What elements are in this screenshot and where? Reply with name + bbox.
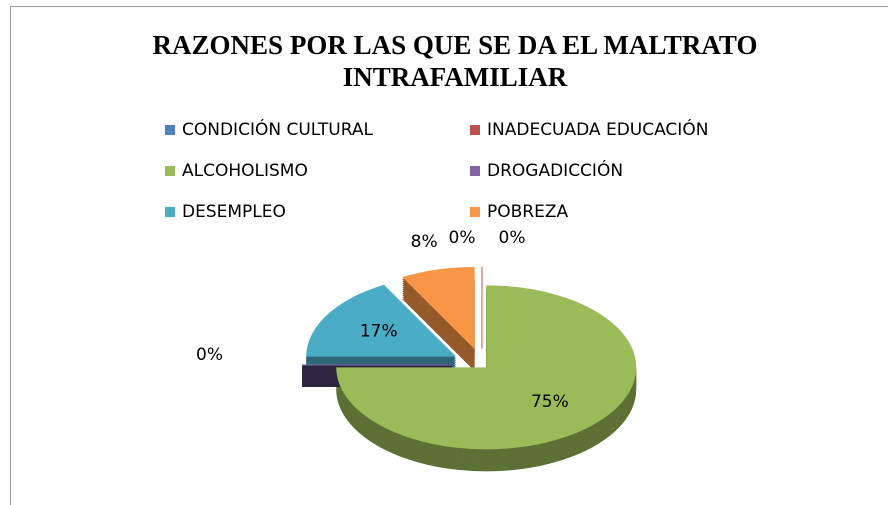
legend-swatch xyxy=(470,207,480,217)
data-label: 0% xyxy=(449,228,476,248)
chart-title: RAZONES POR LAS QUE SE DA EL MALTRATO INT… xyxy=(153,30,758,92)
slice xyxy=(336,285,637,450)
legend-label: INADECUADA EDUCACIÓN xyxy=(487,118,708,140)
legend-swatch xyxy=(470,125,480,135)
data-label: 17% xyxy=(360,322,398,342)
legend-label: DROGADICCIÓN xyxy=(487,159,623,181)
slice xyxy=(306,284,457,357)
legend-swatch xyxy=(165,125,175,135)
pie xyxy=(302,266,637,472)
legend-label: DESEMPLEO xyxy=(182,202,286,222)
legend-swatch xyxy=(165,166,175,176)
data-label: 8% xyxy=(411,232,438,252)
data-label: 0% xyxy=(499,228,526,248)
legend-label: ALCOHOLISMO xyxy=(182,161,308,181)
legend-swatch xyxy=(165,207,175,217)
legend-label: POBREZA xyxy=(487,202,568,222)
legend-label: CONDICIÓN CULTURAL xyxy=(182,118,373,140)
slice xyxy=(402,267,475,350)
data-label: 75% xyxy=(531,392,569,412)
data-label: 0% xyxy=(196,345,223,365)
legend-swatch xyxy=(470,166,480,176)
chart-frame xyxy=(10,6,888,505)
